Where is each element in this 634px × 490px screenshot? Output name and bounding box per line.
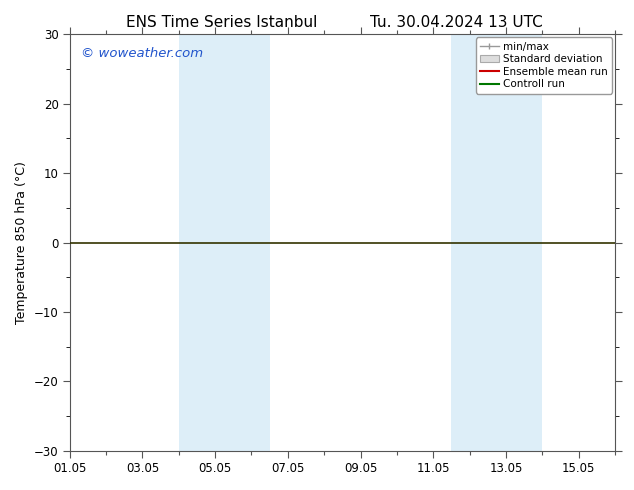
Bar	[451, 34, 542, 451]
Y-axis label: Temperature 850 hPa (°C): Temperature 850 hPa (°C)	[15, 161, 29, 324]
Bar	[179, 34, 269, 451]
Text: © woweather.com: © woweather.com	[81, 47, 203, 60]
Text: ENS Time Series Istanbul: ENS Time Series Istanbul	[126, 15, 318, 30]
Legend: min/max, Standard deviation, Ensemble mean run, Controll run: min/max, Standard deviation, Ensemble me…	[476, 37, 612, 94]
Text: Tu. 30.04.2024 13 UTC: Tu. 30.04.2024 13 UTC	[370, 15, 543, 30]
